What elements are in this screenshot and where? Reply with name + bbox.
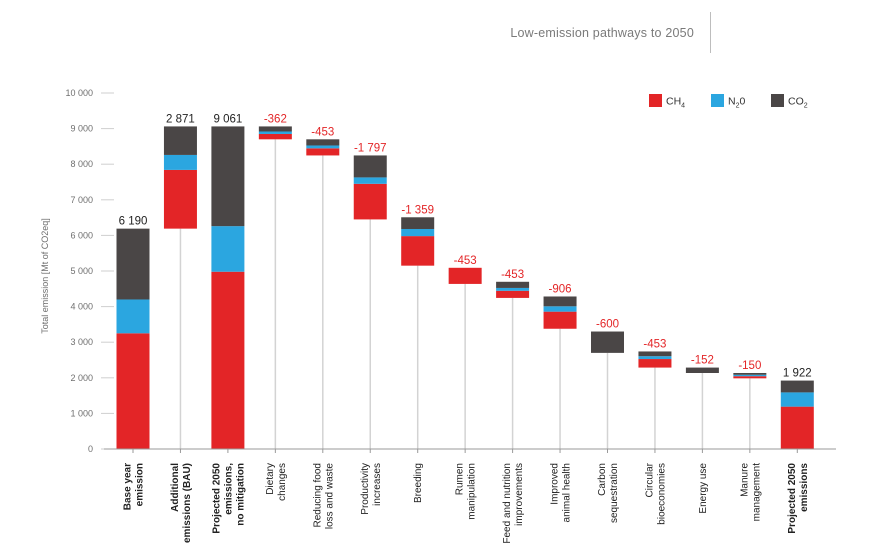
bar-segment-ch4	[163, 169, 197, 229]
y-tick-label: 6 000	[70, 230, 93, 240]
bar-value-label: -600	[596, 319, 619, 331]
bar-segment-n2o	[401, 228, 435, 237]
y-tick-label: 10 000	[65, 88, 93, 98]
legend-swatch-n2o	[711, 94, 724, 107]
bar-segment-co2	[780, 380, 814, 393]
bar-segment-co2	[638, 351, 672, 357]
legend: CH4 N20 CO2	[649, 94, 808, 110]
bar-segment-ch4	[780, 406, 814, 449]
bar-value-label: 6 190	[119, 216, 148, 228]
y-tick-label: 7 000	[70, 195, 93, 205]
y-axis: 0 1 000 2 000 3 000 4 000 5 000 6 000 7 000 8 00…	[65, 88, 93, 454]
bar-segment-n2o	[496, 287, 530, 291]
y-tick-label: 1 000	[70, 408, 93, 418]
bar-segment-co2	[163, 126, 197, 155]
y-tick-label: 8 000	[70, 159, 93, 169]
category-label: Rumenmanipulation	[455, 463, 478, 520]
bar-segment-ch4	[638, 359, 672, 368]
bar-value-label: -453	[454, 255, 477, 267]
bar-segment-n2o	[780, 392, 814, 407]
bar-segment-n2o	[733, 374, 767, 377]
bar-value-label: -1 797	[354, 142, 387, 154]
bar-segment-ch4	[401, 236, 435, 266]
legend-swatch-ch4	[649, 94, 662, 107]
category-label: Dietarychanges	[265, 463, 288, 501]
category-label: Projected 2050emissions	[787, 463, 810, 534]
bar-value-label: 2 871	[166, 113, 195, 125]
legend-label-co2: CO2	[788, 96, 808, 110]
bar-value-label: -453	[311, 126, 334, 138]
y-tick-label: 0	[88, 444, 93, 454]
bar-segment-co2	[353, 155, 387, 178]
category-label: Feed and nutritionimprovements	[502, 463, 525, 544]
category-label: Base yearemission	[123, 463, 146, 510]
bar-segment-co2	[258, 126, 292, 132]
bar-segment-co2	[211, 126, 245, 227]
bar-segment-ch4	[116, 333, 150, 449]
y-tick-label: 4 000	[70, 302, 93, 312]
bar-segment-ch4	[353, 183, 387, 220]
header-divider	[710, 12, 711, 53]
bar-value-labels: 6 190 2 871 9 061 -362 -453 -1 797 -1 359 -453 -…	[119, 113, 812, 379]
bar-value-label: -453	[643, 338, 666, 350]
bar-segment-ch4	[306, 148, 340, 156]
bar-segment-n2o	[211, 226, 245, 272]
bar-segment-n2o	[116, 299, 150, 334]
bar-segment-n2o	[163, 154, 197, 170]
bar-segment-ch4	[211, 271, 245, 449]
bar-segment-ch4	[448, 267, 482, 284]
bar-segment-co2	[543, 296, 577, 307]
y-tick-label: 5 000	[70, 266, 93, 276]
bar-segment-co2	[306, 139, 340, 146]
y-axis-title: Total emission [Mt of CO2eq]	[40, 218, 50, 334]
bar-segment-co2	[401, 217, 435, 229]
bar-value-label: -453	[501, 269, 524, 281]
header-title: Low-emission pathways to 2050	[510, 26, 694, 40]
category-label: Reducing foodloss and waste	[312, 463, 335, 530]
y-tick-label: 2 000	[70, 373, 93, 383]
bar-segment-co2	[591, 331, 624, 353]
bar-segment-n2o	[353, 177, 387, 184]
legend-label-n2o: N20	[728, 96, 746, 110]
bar-segment-n2o	[306, 145, 340, 149]
bar-value-label: 9 061	[214, 113, 243, 125]
bar-segment-co2	[685, 367, 719, 373]
bar-segment-n2o	[543, 306, 577, 312]
bar-segment-ch4	[543, 311, 577, 329]
bar-segment-co2	[496, 281, 530, 288]
bar-segment-ch4	[258, 133, 292, 140]
bars	[116, 126, 814, 449]
category-label: Carbonsequestration	[597, 463, 620, 523]
bar-value-label: -152	[691, 355, 714, 367]
y-gridlines	[101, 92, 114, 450]
bar-value-label: -1 359	[401, 204, 434, 216]
category-label: Breeding	[413, 463, 424, 503]
category-label: Manuremanagement	[739, 463, 762, 522]
bar-segment-n2o	[638, 356, 672, 360]
category-label: Productivityincreases	[360, 463, 383, 515]
category-label: Additionalemissions (BAU)	[170, 463, 193, 543]
category-label: Improvedanimal health	[550, 463, 573, 522]
bar-value-label: -362	[264, 113, 287, 125]
connector-lines	[179, 139, 751, 449]
y-tick-label: 9 000	[70, 124, 93, 134]
category-label: Energy use	[698, 463, 709, 514]
x-axis: Base yearemission Additionalemissions (BA…	[104, 448, 836, 544]
category-label: Projected 2050emissions,no mitigation	[211, 463, 246, 534]
legend-label-ch4: CH4	[666, 96, 685, 110]
bar-value-label: -150	[738, 360, 761, 372]
bar-segment-n2o	[258, 131, 292, 134]
page-header: Low-emission pathways to 2050	[0, 0, 892, 60]
bar-segment-co2	[116, 228, 150, 300]
bar-segment-ch4	[733, 376, 767, 379]
legend-swatch-co2	[771, 94, 784, 107]
bar-value-label: 1 922	[783, 368, 812, 380]
y-tick-label: 3 000	[70, 337, 93, 347]
category-label: Circularbioeconomies	[644, 462, 667, 524]
bar-segment-co2	[733, 372, 767, 375]
bar-value-label: -906	[549, 283, 572, 295]
bar-segment-ch4	[496, 290, 530, 298]
